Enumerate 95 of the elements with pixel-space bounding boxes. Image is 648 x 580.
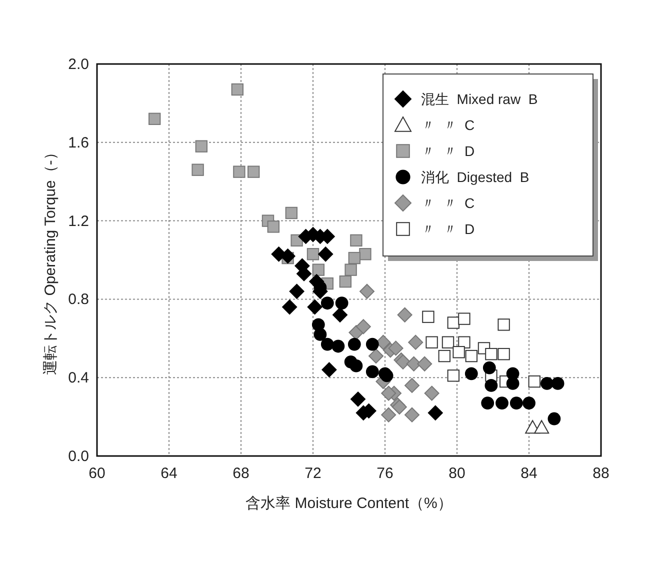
point — [428, 405, 443, 420]
point — [289, 284, 304, 299]
point — [464, 367, 478, 380]
legend-label: 〃 〃 D — [421, 143, 475, 159]
point — [348, 252, 360, 264]
x-tick-label: 88 — [592, 465, 610, 482]
point — [540, 377, 554, 390]
point — [368, 348, 384, 364]
point — [485, 348, 498, 360]
point — [320, 338, 334, 351]
point — [307, 300, 322, 315]
point — [350, 234, 362, 246]
point — [481, 396, 494, 410]
point — [359, 248, 372, 260]
x-axis-title: 含水率 Moisture Content（%） — [246, 495, 452, 512]
point — [458, 336, 470, 348]
point — [404, 407, 420, 422]
point — [424, 386, 440, 401]
point — [422, 310, 434, 323]
x-tick-label: 76 — [376, 465, 394, 482]
y-tick-label: 0.0 — [68, 448, 89, 465]
point — [335, 296, 348, 310]
point — [442, 336, 454, 348]
y-tick-label: 2.0 — [68, 56, 89, 73]
point — [366, 365, 379, 378]
point — [447, 316, 460, 329]
point — [356, 319, 371, 334]
y-tick-label: 0.8 — [68, 291, 89, 308]
point — [285, 206, 298, 220]
point — [314, 328, 327, 341]
x-tick-label: 68 — [232, 465, 250, 482]
point — [195, 140, 208, 152]
point — [498, 348, 510, 360]
point — [381, 407, 396, 422]
point — [322, 362, 337, 378]
point — [438, 350, 450, 362]
point — [344, 264, 357, 276]
point — [548, 412, 561, 426]
point — [408, 334, 424, 350]
x-tick-label: 84 — [520, 465, 538, 482]
point — [248, 166, 260, 178]
legend-label: 消化 Digested B — [421, 169, 530, 185]
y-tick-label: 1.2 — [68, 212, 89, 230]
point — [510, 396, 523, 410]
point — [360, 284, 374, 299]
point — [534, 420, 550, 434]
x-tick-label: 72 — [304, 465, 322, 482]
point — [233, 166, 246, 178]
point — [522, 396, 536, 410]
point — [148, 112, 161, 125]
point — [332, 307, 348, 322]
point — [482, 361, 496, 374]
x-tick-label: 60 — [88, 465, 106, 482]
point — [528, 375, 540, 388]
point — [350, 359, 363, 372]
point — [320, 296, 334, 310]
legend-label: 〃 〃 C — [421, 117, 475, 133]
y-axis-title: 運転トルク Operating Torque（-） — [42, 145, 59, 375]
point — [282, 300, 298, 315]
point — [404, 378, 420, 393]
point — [551, 377, 564, 390]
point — [267, 220, 280, 233]
point — [350, 392, 366, 407]
point — [426, 336, 438, 348]
point — [496, 396, 508, 410]
point — [381, 386, 396, 401]
legend-label: 混生 Mixed raw B — [421, 91, 538, 107]
point — [339, 275, 352, 288]
point — [447, 370, 460, 382]
point — [388, 340, 404, 356]
point — [306, 248, 320, 260]
point — [280, 248, 296, 264]
point — [376, 334, 391, 350]
x-tick-label: 80 — [448, 465, 466, 482]
point — [318, 246, 334, 262]
point — [417, 356, 432, 372]
x-tick-label: 64 — [160, 465, 178, 482]
point — [332, 340, 345, 353]
point — [458, 312, 470, 325]
point — [406, 356, 422, 372]
point — [498, 318, 510, 331]
point — [465, 350, 478, 362]
point — [312, 264, 324, 276]
point — [484, 378, 498, 392]
y-tick-label: 0.4 — [68, 370, 89, 387]
point — [397, 307, 412, 322]
legend-label: 〃 〃 C — [421, 195, 475, 211]
y-tick-label: 1.6 — [68, 134, 89, 152]
point — [452, 346, 465, 358]
point — [231, 83, 244, 96]
point — [192, 164, 204, 176]
legend-label: 〃 〃 D — [421, 221, 475, 237]
point — [348, 338, 361, 351]
point — [366, 338, 379, 351]
point — [506, 377, 520, 390]
